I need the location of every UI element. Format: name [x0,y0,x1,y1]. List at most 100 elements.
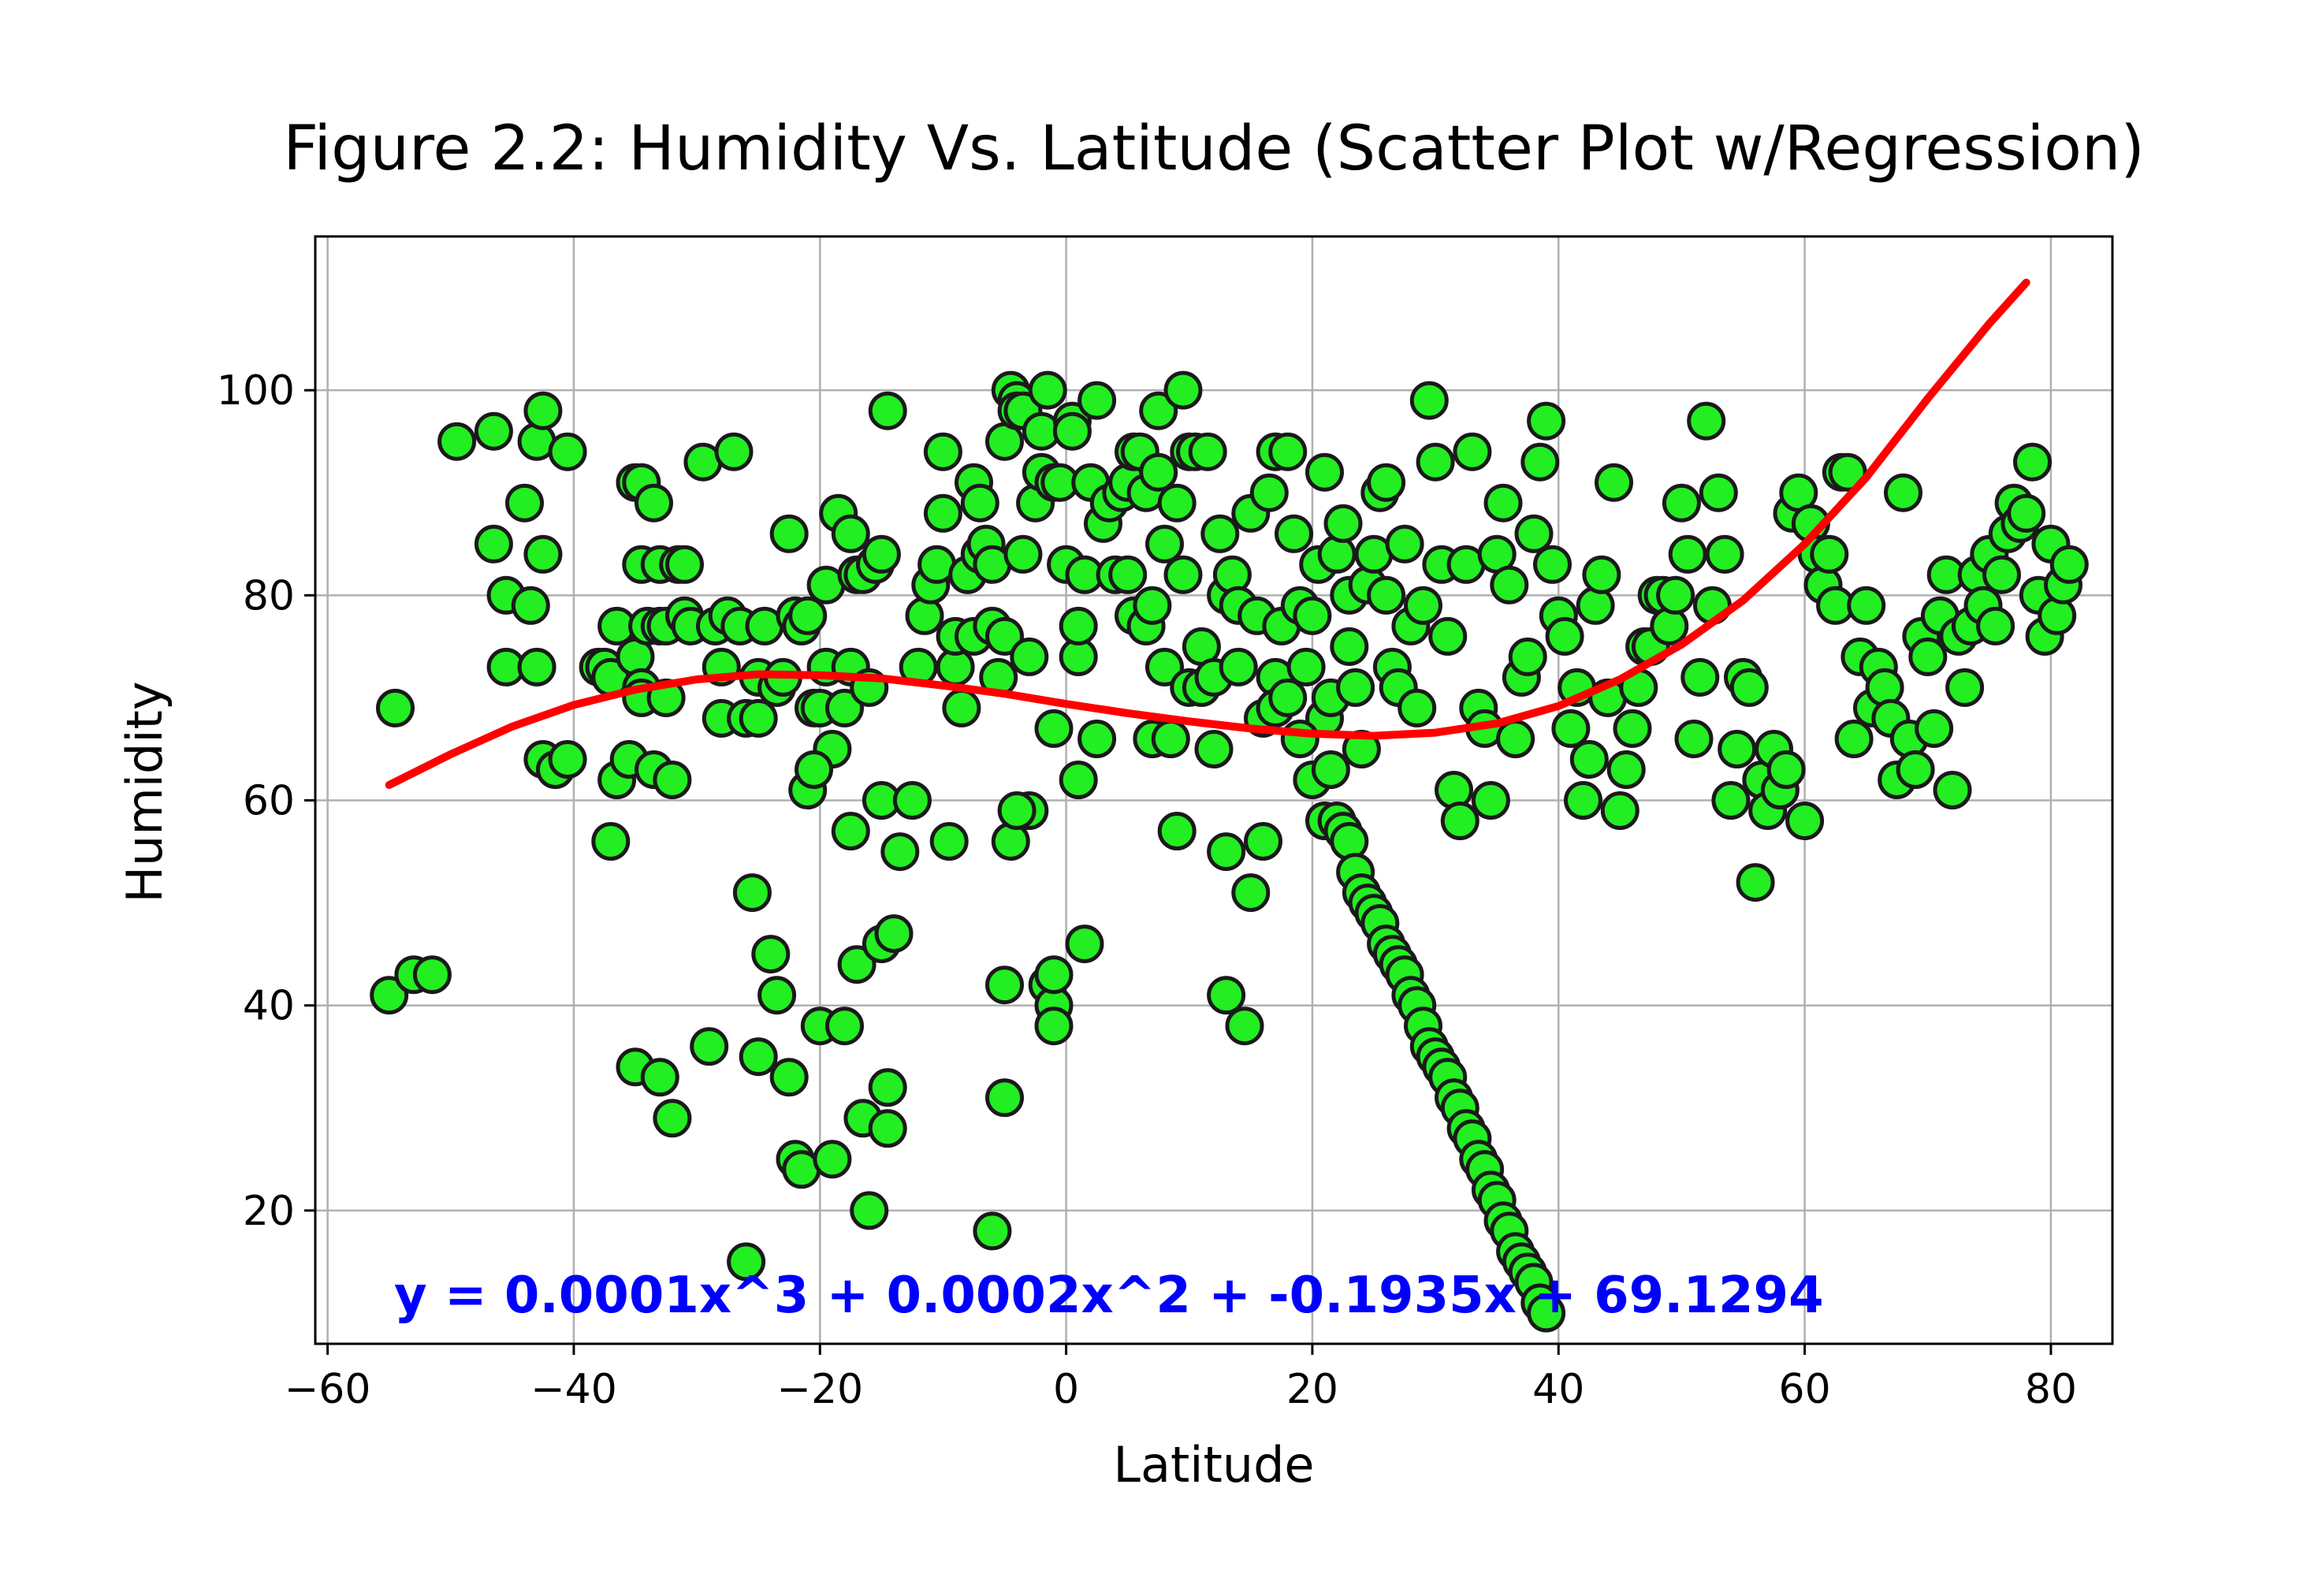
data-point [474,411,513,451]
data-point [960,483,999,523]
data-point [1139,391,1178,430]
data-point [1600,791,1639,830]
data-point [751,935,791,974]
data-point [523,391,563,430]
data-point [1945,668,1985,707]
data-point [474,524,513,564]
data-point [1527,401,1566,441]
data-point [1483,483,1523,523]
data-point [892,781,932,820]
data-point [1293,596,1332,635]
x-tick-label: 60 [1779,1366,1831,1413]
data-point [1010,637,1049,676]
scatter-points [370,370,2089,1333]
data-point [831,812,870,850]
data-point [1729,668,1769,707]
data-point [437,422,477,461]
data-point [923,432,962,471]
data-point [505,483,544,523]
data-point [2007,493,2046,533]
data-point [548,432,587,471]
data-point [985,1078,1024,1118]
data-point [1674,720,1714,758]
data-point [1428,616,1468,656]
data-point [874,914,914,954]
data-point [1847,586,1886,625]
data-point [1865,668,1904,707]
y-tick-label: 40 [243,983,295,1030]
data-point [511,586,550,625]
data-point [1330,627,1369,666]
data-point [1133,586,1172,625]
data-point [1650,606,1689,645]
data-point [1404,586,1442,625]
data-point [769,1058,809,1097]
x-tick-label: 40 [1532,1366,1584,1413]
data-point [868,1068,907,1107]
data-point [1564,781,1602,820]
data-point [1207,976,1246,1015]
data-point [1188,432,1227,471]
data-point [788,596,828,635]
data-point [714,432,754,471]
data-point [665,545,704,584]
data-point [1212,555,1252,594]
chart-title: Figure 2.2: Humidity Vs. Latitude (Scatt… [283,113,2145,184]
data-point [1595,463,1633,502]
data-point [1034,1006,1074,1046]
data-point [523,534,563,574]
data-point [991,822,1030,861]
data-point [1065,924,1104,964]
data-point [1003,534,1043,574]
data-point [1275,514,1313,553]
data-point [1785,802,1825,840]
data-point [769,514,809,553]
data-point [739,698,778,738]
data-point [1520,442,1560,482]
data-point [1157,483,1197,523]
data-point [1933,771,1972,809]
data-point [548,740,587,779]
data-point [376,688,415,727]
data-point [1219,647,1258,686]
data-point [732,873,772,913]
data-point [727,1242,766,1282]
data-point [1613,709,1652,748]
data-point [1711,781,1751,820]
data-point [1139,452,1178,492]
data-point [1059,761,1098,799]
data-point [739,1037,778,1077]
data-point [1705,534,1744,574]
data-point [942,688,981,727]
data-point [1268,432,1308,471]
data-point [1680,657,1720,697]
data-point [1416,442,1455,482]
data-point [690,1027,729,1066]
y-tick-label: 20 [243,1188,295,1235]
y-tick-label: 80 [243,572,295,619]
data-point [1514,514,1554,553]
data-point [1305,452,1344,492]
data-point [1908,637,1948,676]
data-point [1163,370,1203,410]
data-point [1915,709,1954,748]
data-point [825,1006,864,1046]
data-point [1286,647,1326,686]
data-point [985,965,1024,1005]
data-point [1077,381,1117,420]
data-point [1268,678,1308,717]
data-point [1108,555,1148,594]
data-point [1569,740,1609,779]
data-point [1145,524,1184,564]
data-point [1896,750,1935,789]
data-point [1606,750,1646,789]
data-point [1280,720,1319,758]
data-point [1551,709,1591,748]
data-point [1336,668,1375,707]
plot-frame [314,235,2114,1345]
data-point [1059,606,1098,645]
data-point [1151,720,1190,758]
data-point [1490,565,1529,605]
data-point [825,688,864,727]
data-point [1527,1293,1566,1333]
